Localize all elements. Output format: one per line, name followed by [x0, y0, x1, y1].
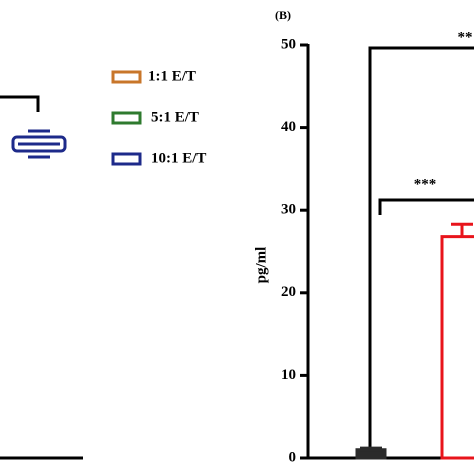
legend-swatch: [111, 152, 142, 166]
y-tick-label: 20: [281, 284, 296, 300]
sig-bracket: [368, 46, 474, 455]
significance: ***: [414, 176, 437, 192]
bar: [355, 448, 387, 460]
legend-label: 1:1 E/T: [148, 68, 196, 84]
y-tick-label: 10: [281, 367, 296, 383]
significance: **: [458, 29, 473, 45]
y-tick-label: 50: [281, 36, 296, 52]
legend-swatch: [111, 70, 142, 84]
legend-label: 10:1 E/T: [151, 150, 206, 166]
panel-label: (B): [275, 8, 291, 22]
y-tick-label: 40: [281, 119, 296, 135]
legend-label: 5:1 E/T: [151, 109, 199, 125]
y-tick-label: 0: [289, 449, 297, 465]
left-bracket: [0, 95, 40, 112]
legend-swatch: [111, 111, 142, 125]
sig-bracket: [378, 198, 474, 215]
y-axis-label: pg/ml: [253, 247, 269, 284]
y-tick-label: 30: [281, 202, 296, 218]
left-box: [11, 129, 67, 159]
bar: [440, 235, 474, 460]
